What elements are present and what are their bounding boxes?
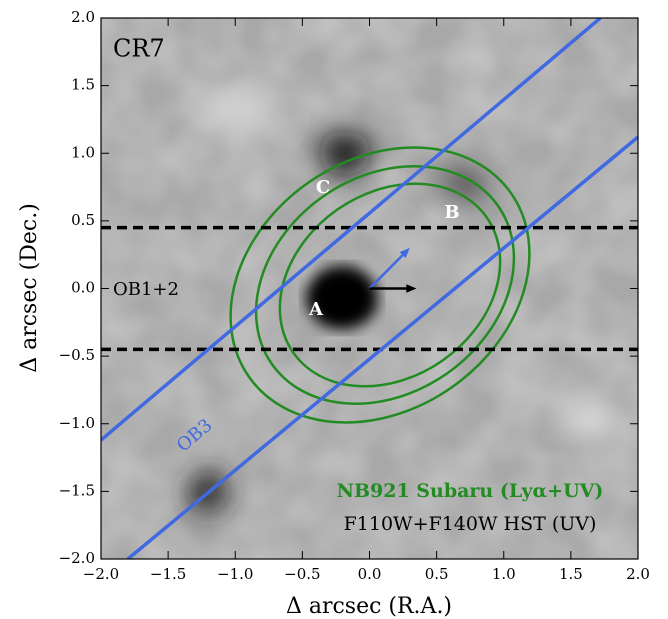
hline-label: OB1+2	[113, 279, 179, 300]
y-tick-label: −1.0	[59, 414, 95, 432]
page: {"chart_data": {"type": "image", "title"…	[0, 0, 668, 619]
blob	[319, 131, 371, 175]
legend-entry: F110W+F140W HST (UV)	[344, 513, 597, 535]
x-tick-label: 2.0	[626, 565, 650, 583]
y-tick-label: 0.0	[71, 279, 95, 297]
y-tick-label: 1.5	[71, 76, 95, 94]
x-tick-label: 0.5	[425, 565, 449, 583]
x-tick-label: −1.5	[150, 565, 186, 583]
source-label: C	[316, 177, 330, 198]
x-tick-label: −1.0	[217, 565, 253, 583]
x-tick-label: −2.0	[83, 565, 119, 583]
blob-a	[306, 266, 378, 330]
y-tick-label: 2.0	[71, 8, 95, 26]
y-tick-label: −2.0	[59, 549, 95, 567]
y-tick-label: −0.5	[59, 346, 95, 364]
source-label: B	[444, 202, 459, 223]
y-tick-label: 1.0	[71, 143, 95, 161]
blob	[560, 400, 620, 440]
chart-title: CR7	[113, 35, 165, 63]
chart: −2.0 −1.5 −1.0 −0.5 0.0 0.5 1.0 1.5 2.0 −2.0 −1.5 −…	[0, 0, 668, 619]
blob	[200, 85, 280, 135]
source-label: A	[308, 299, 324, 320]
y-tick-label: 0.5	[71, 211, 95, 229]
y-tick-label: −1.5	[59, 481, 95, 499]
x-axis-label: Δ arcsec (R.A.)	[286, 594, 452, 619]
x-tick-label: 1.0	[492, 565, 516, 583]
y-axis-label: Δ arcsec (Dec.)	[17, 203, 42, 373]
x-tick-label: 0.0	[358, 565, 382, 583]
legend-entry: NB921 Subaru (Lyα+UV)	[337, 480, 604, 502]
image	[101, 18, 638, 559]
x-tick-label: 1.5	[559, 565, 583, 583]
x-tick-label: −0.5	[284, 565, 320, 583]
